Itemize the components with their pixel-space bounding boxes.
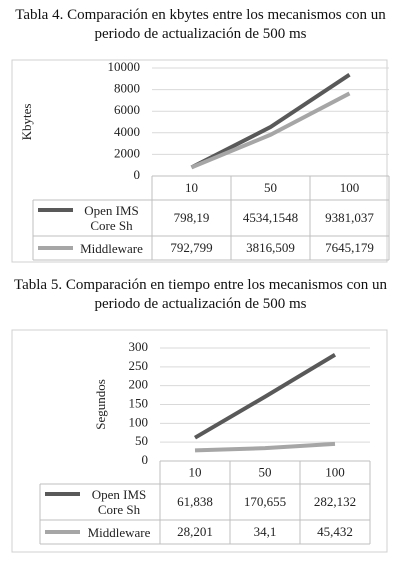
y-tick-label: 300 <box>129 339 149 354</box>
legend-label: Open IMS Core Sh <box>84 203 139 233</box>
y-tick-label: 50 <box>135 433 148 448</box>
caption-box: Tabla 5. Comparación en tiempo entre los… <box>13 277 387 312</box>
legend-label: Open IMS Core Sh <box>91 487 147 517</box>
table-value: 170,655 <box>244 494 286 509</box>
table-value: 28,201 <box>177 524 213 539</box>
y-tick-label: 8000 <box>114 81 140 96</box>
x-tick-label: 100 <box>340 180 360 195</box>
x-tick-label: 50 <box>259 464 272 479</box>
y-tick-label: 6000 <box>114 102 140 117</box>
y-tick-label: 100 <box>129 414 149 429</box>
y-tick-label: 2000 <box>114 145 140 160</box>
caption: Tabla 4. Comparación en kbytes entre los… <box>15 7 386 42</box>
x-tick-label: 50 <box>264 180 277 195</box>
legend-label: Middleware <box>87 524 151 540</box>
y-tick-label: 200 <box>129 377 149 392</box>
x-tick-label: 10 <box>185 180 198 195</box>
y-tick-label: 250 <box>129 358 149 373</box>
series-line <box>190 91 351 170</box>
table-value: 798,19 <box>174 210 210 225</box>
legend-label-box: Middleware <box>87 524 151 540</box>
table-value: 9381,037 <box>325 210 374 225</box>
legend-label: Middleware <box>80 240 143 256</box>
series-line <box>194 441 336 453</box>
table-value: 4534,1548 <box>243 210 298 225</box>
legend-label-box: Open IMS Core Sh <box>84 203 139 233</box>
caption-box: Tabla 4. Comparación en kbytes entre los… <box>15 7 386 42</box>
chart-frame <box>11 329 388 553</box>
table-value: 45,432 <box>317 524 353 539</box>
x-tick-label: 10 <box>189 464 202 479</box>
table-value: 3816,509 <box>246 240 295 255</box>
chart-frame <box>11 59 388 263</box>
y-tick-label: 4000 <box>114 124 140 139</box>
series-line <box>190 73 351 170</box>
x-tick-label: 100 <box>325 464 345 479</box>
caption: Tabla 5. Comparación en tiempo entre los… <box>13 277 387 312</box>
y-tick-label: 150 <box>129 395 149 410</box>
y-axis-label: Segundos <box>93 379 108 430</box>
series-line <box>193 353 337 440</box>
table-value: 282,132 <box>314 494 356 509</box>
legend-label-box: Open IMS Core Sh <box>91 487 147 517</box>
table-value: 792,799 <box>170 240 212 255</box>
y-tick-label: 0 <box>142 452 149 467</box>
table-value: 7645,179 <box>325 240 374 255</box>
y-axis-label: Kbytes <box>19 104 34 141</box>
y-tick-label: 0 <box>134 167 141 182</box>
legend-label-box: Middleware <box>80 240 143 256</box>
y-tick-label: 10000 <box>108 59 141 74</box>
table-value: 34,1 <box>254 524 277 539</box>
table-value: 61,838 <box>177 494 213 509</box>
